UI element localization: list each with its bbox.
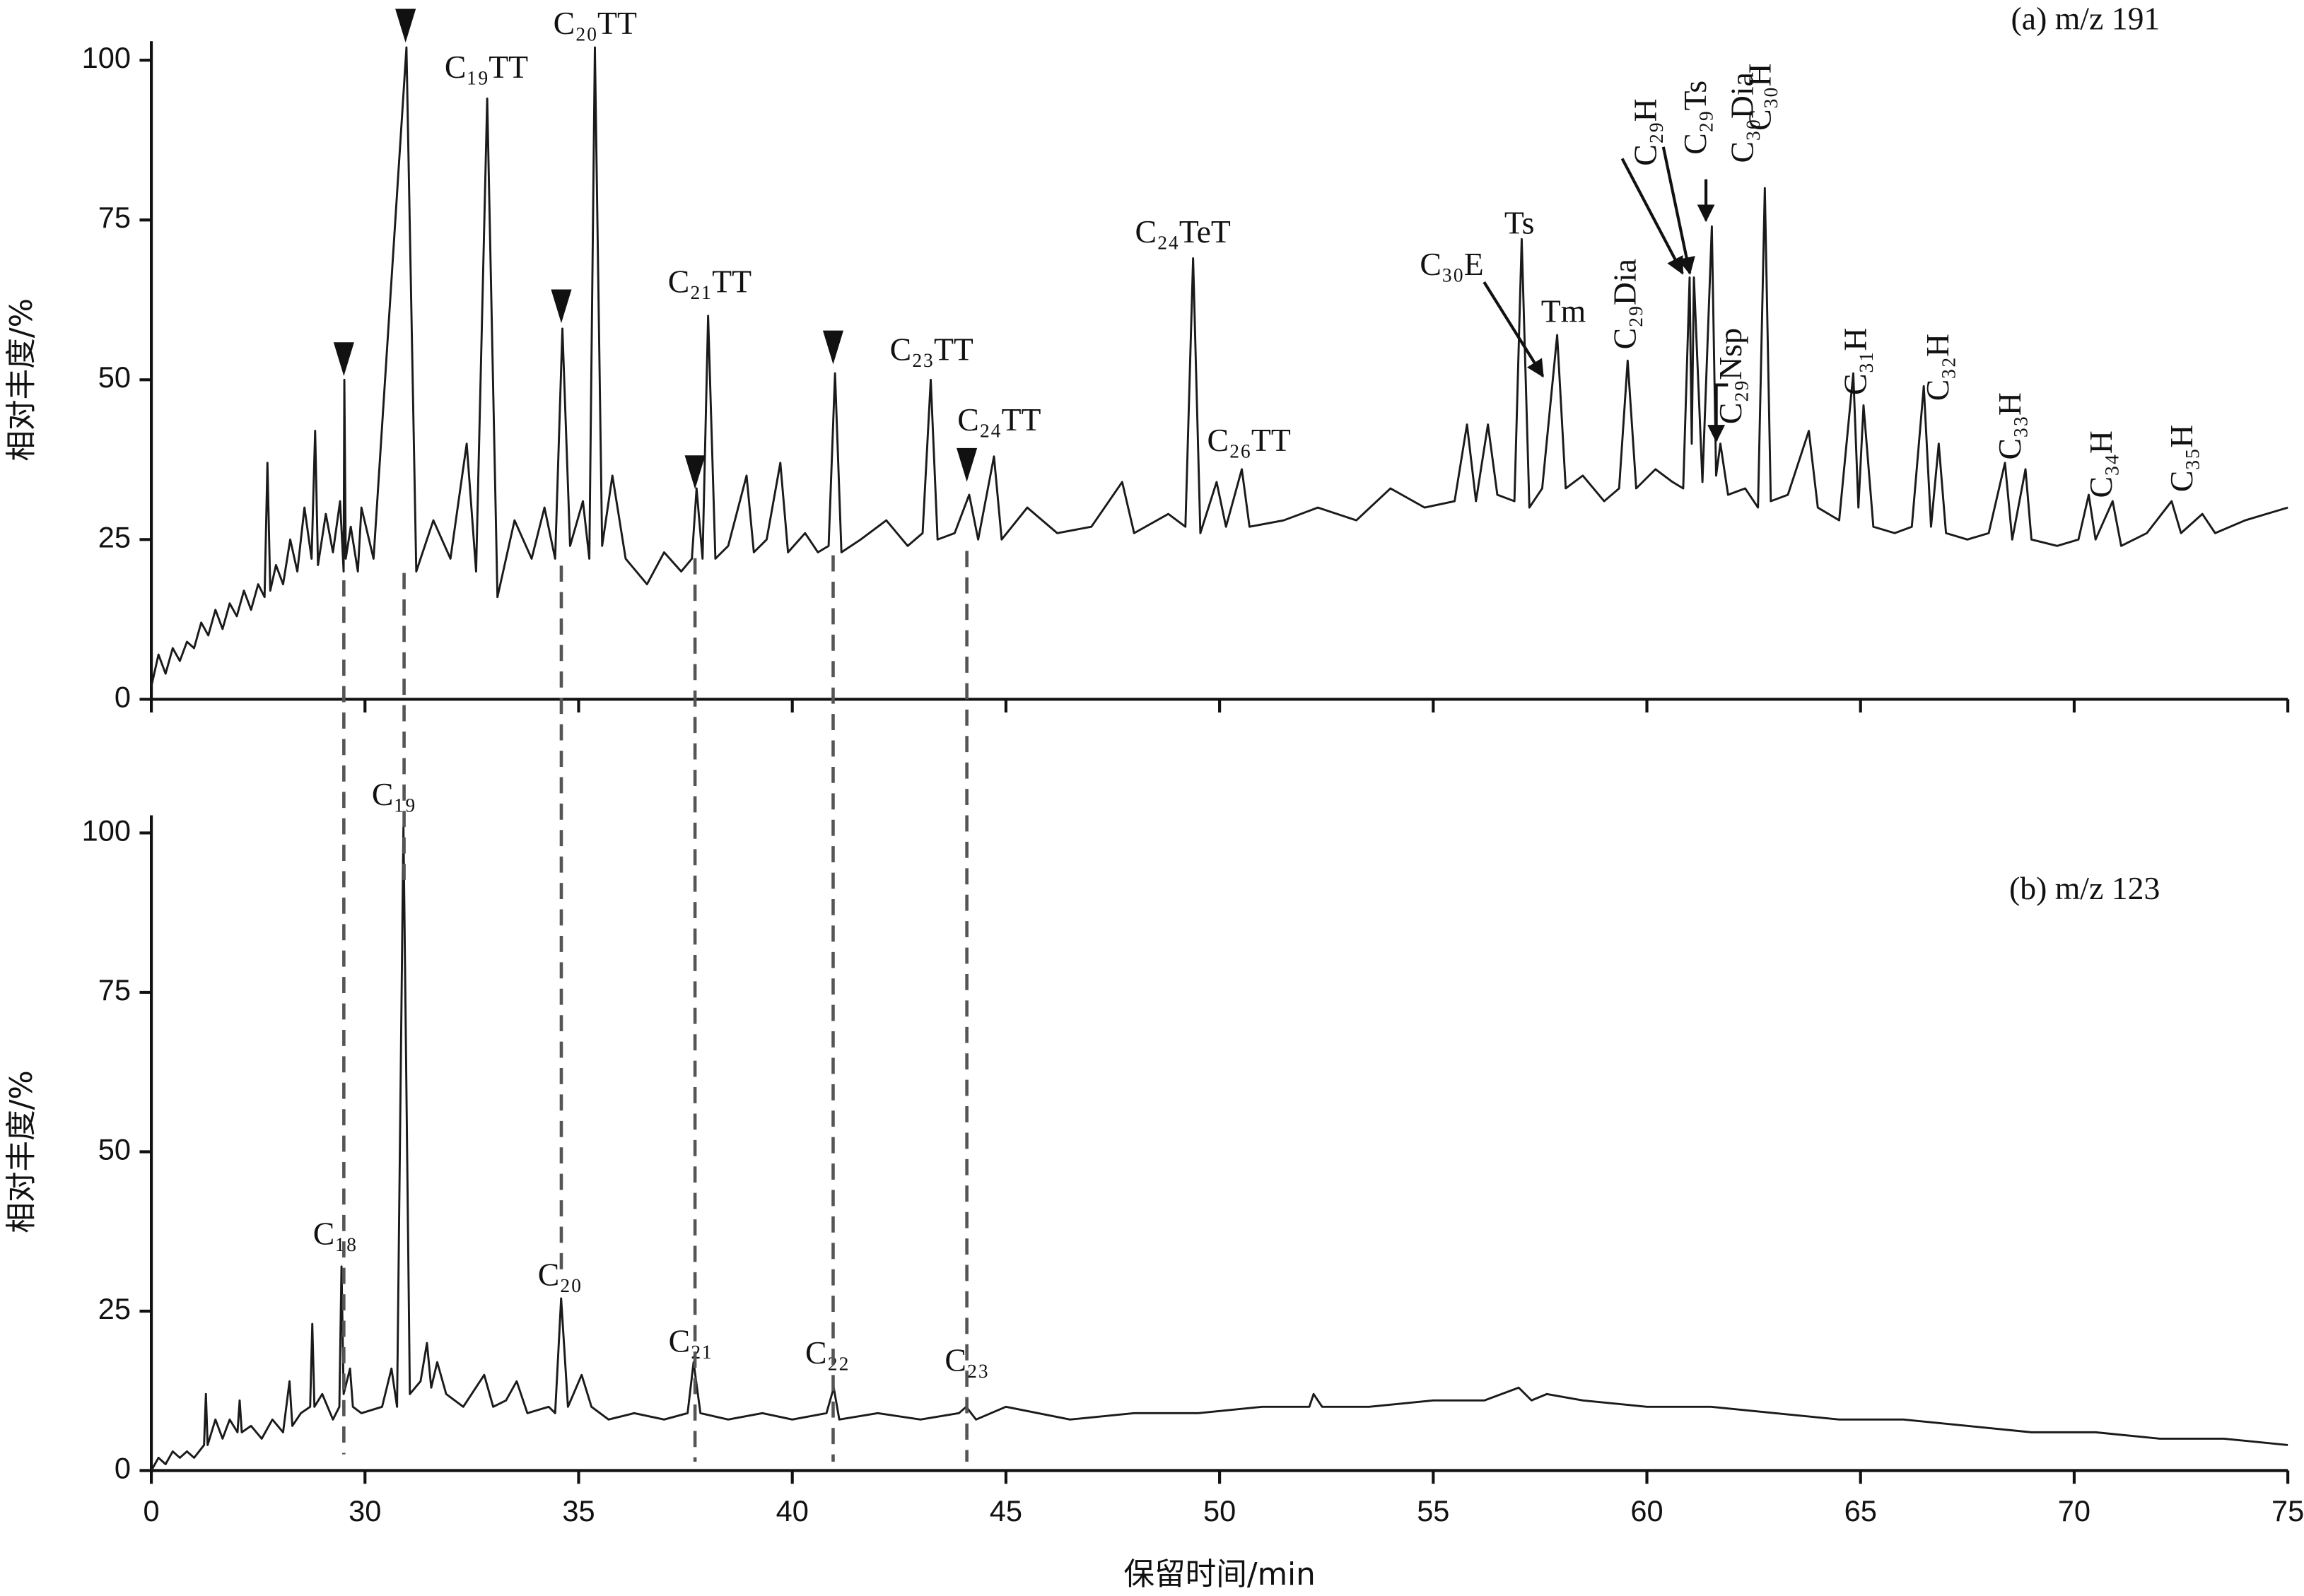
arrow [1620,158,1684,275]
arrow [1661,146,1695,276]
peak-label: C₂₉Dia [1606,259,1642,349]
peak-label: C₃₀E [1420,246,1483,282]
marker-triangle [551,289,572,324]
x-tick-label: 0 [144,1494,160,1527]
marker-triangle [684,455,706,490]
peak-label: Tm [1541,293,1586,329]
trace [150,825,2288,1472]
peak-label: C₁₉ [372,776,416,812]
panel-title: (a) m/z 191 [2011,1,2160,37]
x-tick-label: 30 [349,1494,381,1527]
peak-label: C₂₆TT [1207,422,1291,458]
y-tick-label: 50 [98,360,131,394]
y-axis-label: 相对丰度/% [4,298,40,462]
x-tick-label: 70 [2058,1494,2090,1527]
panel-title: (b) m/z 123 [2009,870,2160,906]
peak-label: C₃₃H [1992,392,2028,459]
peak-label: C₃₀Dia [1724,72,1760,163]
marker-triangle [333,342,354,377]
peak-label: C₂₄TeT [1135,213,1230,250]
x-tick-label: 60 [1630,1494,1663,1527]
peak-label: C₁₈ [313,1216,357,1252]
x-tick-label: 45 [990,1494,1022,1527]
arrow [1483,281,1545,378]
peak-label: C₂₁TT [668,264,752,300]
y-tick-label: 25 [98,1292,131,1325]
peak-label: C₂₉Nsp [1712,328,1748,424]
x-tick-label: 65 [1844,1494,1877,1527]
marker-triangle [395,8,416,43]
marker-triangle [957,447,978,482]
y-tick-label: 25 [98,520,131,553]
y-tick-label: 0 [115,680,131,713]
peak-label: C₃₀H [1742,63,1778,130]
peak-label: C₂₁ [669,1322,713,1359]
peak-label: C₂₀TT [554,5,637,41]
y-tick-label: 100 [82,41,131,74]
peak-label: C₂₂ [805,1334,849,1371]
x-tick-label: 40 [776,1494,809,1527]
peak-label: C₂₉Ts [1677,81,1713,155]
peak-label: C₂₉H [1627,98,1663,165]
x-tick-label: 55 [1417,1494,1449,1527]
peak-label: C₃₂H [1919,334,1955,401]
x-axis-label: 保留时间/min [1123,1556,1315,1592]
x-tick-label: 35 [562,1494,595,1527]
peak-label: Ts [1504,205,1535,241]
y-tick-label: 75 [98,973,131,1007]
x-tick-label: 75 [2271,1494,2304,1527]
arrow [1707,383,1729,443]
y-tick-label: 0 [115,1451,131,1484]
peak-label: C₃₄H [2083,430,2119,498]
peak-label: C₁₉TT [445,49,528,85]
peak-label: C₃₅H [2163,425,2199,492]
marker-triangle [822,330,844,365]
peak-label: C₂₃TT [890,331,973,367]
peak-label: C₂₄TT [957,401,1041,438]
trace [150,46,2288,687]
y-tick-label: 100 [82,814,131,847]
peak-label: C₃₁H [1837,328,1873,395]
x-tick-label: 50 [1203,1494,1236,1527]
y-axis-label: 相对丰度/% [4,1070,40,1233]
y-tick-label: 75 [98,201,131,234]
y-tick-label: 50 [98,1132,131,1166]
